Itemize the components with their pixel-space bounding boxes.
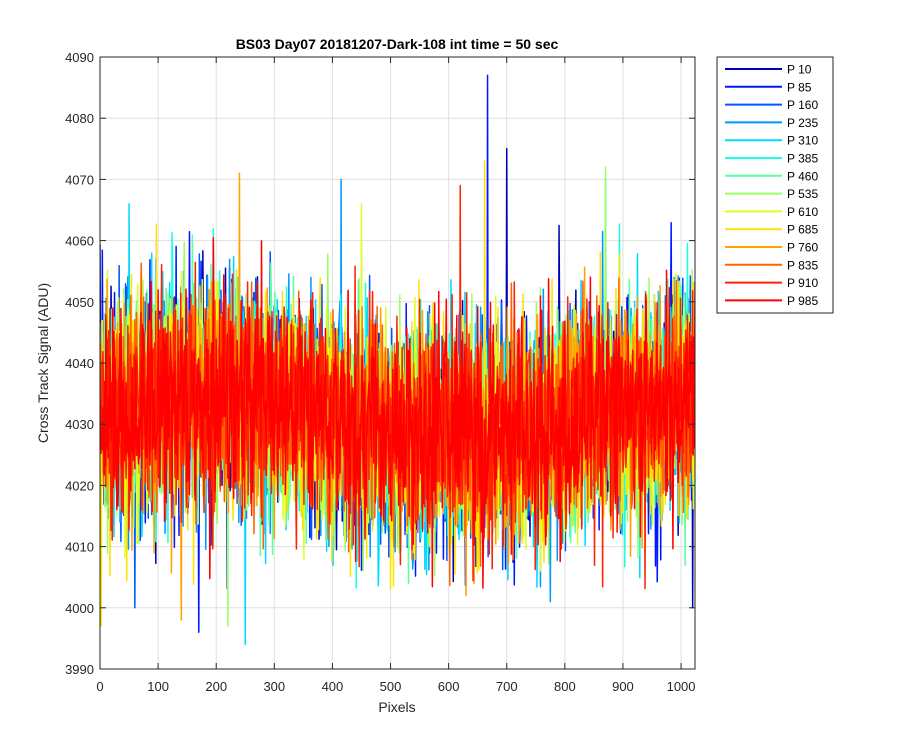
x-tick-label: 400 (322, 679, 344, 694)
legend-box (716, 56, 834, 314)
axis-ticks: 0 100 200 300 400 500 600 700 800 900 1000 3990 4000… (65, 50, 695, 694)
x-tick-label: 500 (380, 679, 402, 694)
y-tick-label: 4040 (65, 356, 94, 371)
x-tick-label: 200 (205, 679, 227, 694)
x-tick-label: 700 (496, 679, 518, 694)
x-tick-label: 600 (438, 679, 460, 694)
legend-label: P 610 (787, 205, 818, 219)
x-tick-label: 800 (554, 679, 576, 694)
legend-label: P 310 (787, 134, 818, 148)
legend-label: P 685 (787, 223, 818, 237)
series-line (100, 237, 695, 589)
legend-label: P 85 (787, 80, 812, 94)
x-tick-label: 1000 (667, 679, 696, 694)
y-tick-label: 4020 (65, 478, 94, 493)
y-tick-label: 4080 (65, 111, 94, 126)
y-tick-label: 3990 (65, 662, 94, 677)
x-axis-label: Pixels (378, 699, 415, 715)
legend: P 10 P 85 P 160 P 235 P 310 P 385 P 460 P 535 P … (716, 56, 834, 314)
y-tick-label: 4090 (65, 50, 94, 65)
y-tick-label: 4030 (65, 417, 94, 432)
series-group (100, 74, 695, 646)
x-tick-label: 0 (96, 679, 103, 694)
legend-label: P 535 (787, 187, 818, 201)
legend-label: P 385 (787, 152, 818, 166)
legend-label: P 235 (787, 116, 818, 130)
legend-label: P 985 (787, 294, 818, 308)
legend-label: P 835 (787, 258, 818, 272)
x-tick-label: 100 (147, 679, 169, 694)
y-tick-label: 4060 (65, 234, 94, 249)
legend-label: P 460 (787, 169, 818, 183)
legend-label: P 160 (787, 98, 818, 112)
chart-title: BS03 Day07 20181207-Dark-108 int time = … (236, 36, 559, 52)
x-tick-label: 300 (263, 679, 285, 694)
y-tick-label: 4070 (65, 172, 94, 187)
y-tick-label: 4000 (65, 601, 94, 616)
x-tick-label: 900 (612, 679, 634, 694)
y-tick-label: 4010 (65, 540, 94, 555)
legend-label: P 910 (787, 276, 818, 290)
plot-clip (100, 74, 695, 646)
legend-label: P 10 (787, 63, 812, 77)
legend-label: P 760 (787, 241, 818, 255)
y-axis-label: Cross Track Signal (ADU) (35, 283, 51, 443)
y-tick-label: 4050 (65, 295, 94, 310)
